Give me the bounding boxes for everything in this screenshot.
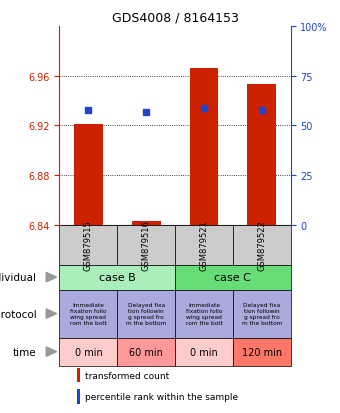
- Polygon shape: [46, 273, 56, 282]
- Bar: [175, 338, 233, 366]
- Text: case C: case C: [215, 273, 251, 282]
- Text: 60 min: 60 min: [129, 347, 163, 357]
- Text: Immediate
fixation follo
wing spread
rom the bott: Immediate fixation follo wing spread rom…: [70, 303, 107, 325]
- Bar: [175, 265, 291, 290]
- Bar: [59, 338, 117, 366]
- Bar: [59, 225, 117, 265]
- Text: individual: individual: [0, 273, 36, 282]
- Bar: [77, 389, 80, 404]
- Bar: [132, 221, 161, 225]
- Bar: [117, 290, 175, 338]
- Text: 0 min: 0 min: [190, 347, 218, 357]
- Text: Delayed fixa
tion followin
g spread fro
m the bottom: Delayed fixa tion followin g spread fro …: [242, 303, 282, 325]
- Text: 120 min: 120 min: [242, 347, 282, 357]
- Bar: [117, 225, 175, 265]
- Bar: [59, 290, 117, 338]
- Bar: [233, 338, 291, 366]
- Text: GSM879516: GSM879516: [142, 220, 151, 271]
- Polygon shape: [46, 347, 56, 356]
- Bar: [175, 225, 233, 265]
- Text: protocol: protocol: [0, 309, 36, 319]
- Bar: [190, 69, 218, 225]
- Bar: [233, 225, 291, 265]
- Text: GSM879522: GSM879522: [257, 220, 266, 271]
- Title: GDS4008 / 8164153: GDS4008 / 8164153: [112, 11, 239, 24]
- Bar: [247, 85, 276, 225]
- Bar: [117, 338, 175, 366]
- Text: transformed count: transformed count: [85, 371, 169, 380]
- Text: 0 min: 0 min: [74, 347, 102, 357]
- Text: percentile rank within the sample: percentile rank within the sample: [85, 392, 238, 401]
- Text: GSM879515: GSM879515: [84, 220, 93, 271]
- Text: GSM879521: GSM879521: [200, 220, 208, 271]
- Text: time: time: [13, 347, 36, 357]
- Text: case B: case B: [99, 273, 136, 282]
- Text: Immediate
fixation follo
wing spread
rom the bott: Immediate fixation follo wing spread rom…: [186, 303, 222, 325]
- Bar: [77, 368, 80, 382]
- Bar: [175, 290, 233, 338]
- Text: Delayed fixa
tion followin
g spread fro
m the bottom: Delayed fixa tion followin g spread fro …: [126, 303, 166, 325]
- Bar: [74, 125, 103, 225]
- Polygon shape: [46, 309, 56, 318]
- Bar: [233, 290, 291, 338]
- Bar: [59, 265, 175, 290]
